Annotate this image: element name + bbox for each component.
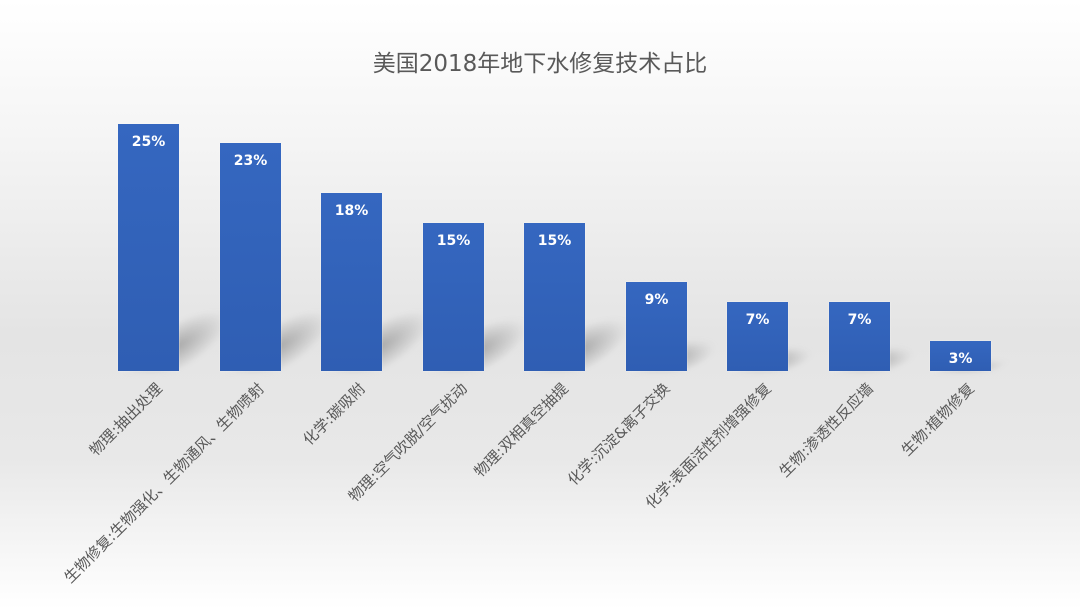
chart-title: 美国2018年地下水修复技术占比 xyxy=(372,51,708,77)
bar-value-label: 18% xyxy=(334,202,369,219)
x-axis-label: 生物修复:生物强化、生物通风、生物喷射 xyxy=(60,379,268,587)
bar: 9% xyxy=(626,281,687,371)
bar-value-label: 25% xyxy=(131,133,166,150)
bar-value-label: 15% xyxy=(436,232,471,249)
bar: 3% xyxy=(930,341,991,371)
bar: 18% xyxy=(321,192,382,371)
bar: 23% xyxy=(220,143,281,371)
bar: 15% xyxy=(423,222,484,371)
bar-value-label: 23% xyxy=(233,153,268,170)
x-axis-label: 物理:双相真空抽提 xyxy=(470,379,572,481)
bar-value-label: 7% xyxy=(745,311,770,328)
x-axis-label: 物理:抽出处理 xyxy=(85,379,166,460)
bar: 25% xyxy=(118,123,179,371)
bar-value-label: 15% xyxy=(537,232,572,249)
bar: 7% xyxy=(727,301,788,371)
bar-value-label: 7% xyxy=(847,311,872,328)
x-axis-label: 化学:碳吸附 xyxy=(298,379,369,449)
bar: 7% xyxy=(829,301,890,371)
x-axis-label: 生物:植物修复 xyxy=(897,379,978,460)
x-axis-label: 生物:渗透性反应墙 xyxy=(775,379,877,481)
bar-value-label: 3% xyxy=(948,351,973,368)
bar: 15% xyxy=(524,222,585,371)
x-axis-label: 化学:沉淀&离子交换 xyxy=(563,379,673,489)
bar-value-label: 9% xyxy=(644,291,669,308)
